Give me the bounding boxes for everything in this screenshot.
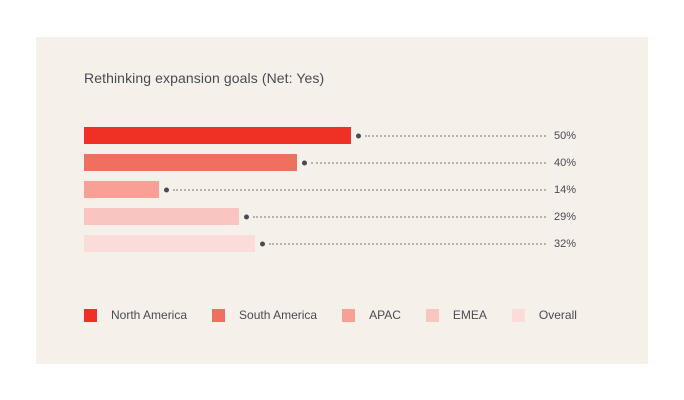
- legend-item-apac: APAC: [342, 308, 401, 322]
- legend-label: EMEA: [452, 308, 487, 322]
- bar-row: 40%: [84, 154, 602, 171]
- leader-line: [172, 188, 546, 191]
- leader-dot-icon: [302, 160, 308, 165]
- legend-swatch-icon: [84, 308, 97, 322]
- leader-line: [311, 161, 546, 164]
- legend-swatch-icon: [342, 308, 356, 322]
- leader-dot-icon: [163, 187, 169, 192]
- bar-south-america: [84, 154, 298, 171]
- legend-item-overall: Overall: [511, 308, 577, 322]
- leader-line: [252, 215, 546, 218]
- value-label: 29%: [554, 210, 577, 223]
- legend-label: APAC: [369, 308, 401, 322]
- value-label: 40%: [554, 156, 577, 169]
- legend-label: Overall: [538, 308, 577, 322]
- chart-title: Rethinking expansion goals (Net: Yes): [84, 70, 325, 86]
- bar-apac: [84, 181, 159, 198]
- bar-north-america: [84, 127, 351, 144]
- leader-dot-icon: [355, 133, 361, 138]
- bar-track: [84, 127, 548, 144]
- chart-legend: North America South America APAC EMEA Overal…: [84, 308, 602, 322]
- legend-swatch-icon: [212, 308, 226, 322]
- legend-label: South America: [239, 308, 318, 322]
- value-label: 14%: [554, 183, 577, 196]
- leader-dot-icon: [243, 214, 249, 219]
- bar-track: [84, 154, 548, 171]
- value-label: 50%: [554, 129, 577, 142]
- legend-item-emea: EMEA: [425, 308, 487, 322]
- leader-line: [268, 242, 546, 245]
- bar-track: [84, 181, 548, 198]
- bar-row: 29%: [84, 208, 602, 225]
- value-label: 32%: [554, 237, 577, 250]
- legend-item-south-america: South America: [212, 308, 317, 322]
- bar-row: 32%: [84, 235, 602, 252]
- leader-dot-icon: [259, 241, 265, 246]
- bar-track: [84, 208, 548, 225]
- bar-overall: [84, 235, 255, 252]
- legend-swatch-icon: [425, 308, 439, 322]
- bar-row: 14%: [84, 181, 602, 198]
- bar-emea: [84, 208, 239, 225]
- chart-card: Rethinking expansion goals (Net: Yes) 50…: [36, 37, 648, 364]
- bar-row: 50%: [84, 127, 602, 144]
- bar-track: [84, 235, 548, 252]
- legend-swatch-icon: [511, 308, 525, 322]
- leader-line: [364, 134, 546, 137]
- legend-item-north-america: North America: [84, 308, 187, 322]
- legend-label: North America: [111, 308, 188, 322]
- bar-chart: 50% 40% 14% 29% 32%: [84, 127, 602, 252]
